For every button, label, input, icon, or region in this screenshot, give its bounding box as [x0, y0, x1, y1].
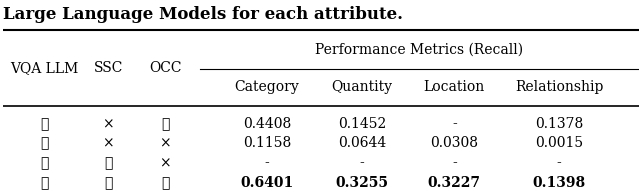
Text: 0.6401: 0.6401: [240, 176, 294, 190]
Text: 0.1452: 0.1452: [338, 118, 387, 131]
Text: -: -: [452, 156, 457, 170]
Text: VQA LLM: VQA LLM: [10, 61, 79, 75]
Text: 0.1398: 0.1398: [532, 176, 586, 190]
Text: 0.3255: 0.3255: [336, 176, 388, 190]
Text: 0.4408: 0.4408: [243, 118, 291, 131]
Text: 0.0644: 0.0644: [338, 136, 387, 150]
Text: ×: ×: [102, 118, 114, 131]
Text: -: -: [360, 156, 365, 170]
Text: -: -: [452, 118, 457, 131]
Text: 0.1378: 0.1378: [535, 118, 583, 131]
Text: ✓: ✓: [104, 156, 112, 170]
Text: Location: Location: [424, 80, 485, 94]
Text: Relationship: Relationship: [515, 80, 604, 94]
Text: ×: ×: [159, 136, 171, 150]
Text: 0.0015: 0.0015: [535, 136, 583, 150]
Text: ✓: ✓: [40, 176, 49, 190]
Text: ×: ×: [159, 156, 171, 170]
Text: OCC: OCC: [149, 61, 182, 75]
Text: Quantity: Quantity: [332, 80, 393, 94]
Text: Performance Metrics (Recall): Performance Metrics (Recall): [316, 43, 524, 57]
Text: ✓: ✓: [40, 136, 49, 150]
Text: -: -: [264, 156, 269, 170]
Text: 0.0308: 0.0308: [430, 136, 478, 150]
Text: ✓: ✓: [161, 118, 170, 131]
Text: -: -: [557, 156, 561, 170]
Text: 0.1158: 0.1158: [243, 136, 291, 150]
Text: ×: ×: [102, 136, 114, 150]
Text: SSC: SSC: [93, 61, 123, 75]
Text: ✓: ✓: [40, 118, 49, 131]
Text: 0.3227: 0.3227: [428, 176, 481, 190]
Text: ✓: ✓: [104, 176, 112, 190]
Text: ✓: ✓: [161, 176, 170, 190]
Text: ✓: ✓: [40, 156, 49, 170]
Text: Category: Category: [235, 80, 300, 94]
Text: Large Language Models for each attribute.: Large Language Models for each attribute…: [3, 6, 403, 23]
